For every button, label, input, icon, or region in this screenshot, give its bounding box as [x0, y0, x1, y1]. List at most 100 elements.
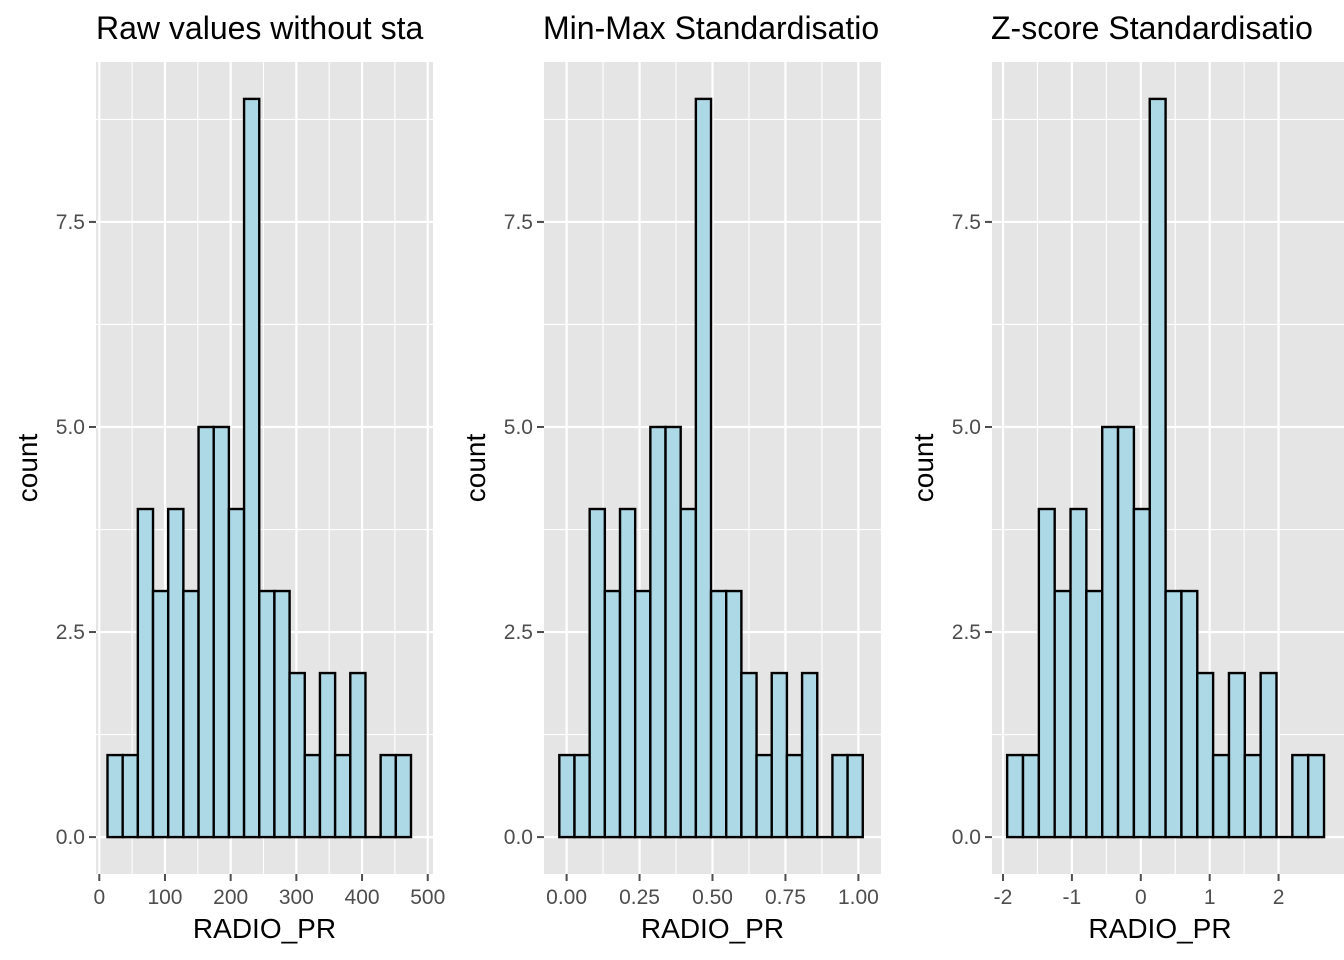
- histogram-bar: [800, 671, 819, 839]
- histogram-bar: [106, 753, 124, 839]
- histogram-bar: [1132, 507, 1151, 839]
- y-axis-title: count: [908, 434, 939, 503]
- histogram-panel-2: 0.0 2.5 5.0 7.5 0.00 0.25 0.50 0.75 1.00 Min-Max …: [460, 10, 881, 944]
- histogram-bar: [182, 589, 200, 839]
- y-tick-label: 0.0: [504, 826, 533, 849]
- histogram-bar: [227, 507, 246, 839]
- panel-inner: [96, 62, 433, 874]
- histogram-bar: [303, 753, 322, 839]
- x-tick-label: 0.25: [619, 886, 660, 909]
- x-tick-label: 500: [410, 886, 445, 909]
- histogram-bar: [1101, 425, 1120, 839]
- x-tick-label: 300: [279, 886, 314, 909]
- y-tick-label: 2.5: [504, 621, 533, 644]
- histogram-bar: [588, 507, 607, 839]
- histogram-bar: [755, 753, 773, 839]
- x-tick-label: 0.75: [765, 886, 806, 909]
- histogram-bar: [1211, 753, 1231, 839]
- histogram-bar: [1053, 589, 1072, 839]
- histogram-bar: [785, 753, 804, 839]
- y-tick-label: 5.0: [504, 416, 533, 439]
- histogram-bar: [151, 589, 170, 839]
- histogram-bar: [1291, 753, 1310, 839]
- x-axis-title: RADIO_PR: [641, 913, 784, 944]
- histogram-bar: [1069, 507, 1088, 839]
- x-axis-title: RADIO_PR: [1088, 913, 1231, 944]
- histogram-bar: [740, 671, 758, 839]
- histogram-bar: [1180, 589, 1199, 839]
- x-tick-label: 0: [1135, 886, 1147, 909]
- x-axis-title: RADIO_PR: [193, 913, 336, 944]
- histogram-bar: [318, 671, 337, 839]
- histogram-bar: [679, 507, 698, 839]
- histogram-bar: [603, 589, 622, 839]
- histogram-bar: [136, 507, 155, 839]
- y-tick-label: 2.5: [952, 621, 981, 644]
- histogram-bar: [1243, 753, 1262, 839]
- histogram-bar: [1164, 589, 1183, 839]
- histogram-bar: [725, 589, 743, 839]
- histogram-bar: [846, 753, 864, 839]
- histogram-bar: [1021, 753, 1041, 839]
- x-tick-label: 200: [213, 886, 248, 909]
- x-tick-label: 400: [345, 886, 380, 909]
- histogram-bar: [394, 753, 413, 839]
- histogram-bar: [618, 507, 637, 839]
- histogram-bar: [633, 589, 652, 839]
- histogram-bar: [273, 589, 291, 839]
- histogram-bar: [649, 425, 667, 839]
- histogram-bar: [242, 97, 261, 839]
- y-tick-label: 5.0: [952, 416, 981, 439]
- panel-title: Z-score Standardisatio: [991, 10, 1313, 46]
- y-axis-title: count: [460, 434, 491, 503]
- histogram-panel-1: 0.0 2.5 5.0 7.5 0 100 200 300 400 500 Raw values w…: [12, 10, 445, 944]
- histogram-bar: [770, 671, 789, 839]
- histogram-bar: [379, 753, 398, 839]
- histogram-bar: [1005, 753, 1025, 839]
- histogram-bar: [1148, 97, 1167, 839]
- y-tick-label: 7.5: [56, 211, 85, 234]
- x-tick-label: 0: [93, 886, 105, 909]
- x-tick-label: 1: [1204, 886, 1216, 909]
- histogram-bar: [333, 753, 352, 839]
- histogram-bar: [664, 425, 682, 839]
- histogram-bar: [121, 753, 140, 839]
- x-tick-label: 0.00: [546, 886, 587, 909]
- histogram-bar: [258, 589, 276, 839]
- histogram-bar: [1116, 425, 1136, 839]
- histogram-bar: [558, 753, 576, 839]
- x-tick-label: 100: [147, 886, 182, 909]
- x-tick-label: -2: [994, 886, 1013, 909]
- panel-title: Raw values without sta: [96, 10, 423, 46]
- histogram-bar: [694, 97, 713, 839]
- histogram-bar: [288, 671, 306, 839]
- x-tick-label: -1: [1063, 886, 1082, 909]
- y-tick-label: 2.5: [56, 621, 85, 644]
- histogram-bar: [1259, 671, 1278, 839]
- panel-inner: [544, 62, 881, 874]
- y-tick-label: 0.0: [952, 826, 981, 849]
- histogram-bar: [166, 507, 185, 839]
- histogram-bar: [197, 425, 215, 839]
- histogram-bar: [573, 753, 591, 839]
- histogram-bar: [349, 671, 367, 839]
- histogram-bar: [1227, 671, 1247, 839]
- histogram-bar: [212, 425, 231, 839]
- panel-inner: [992, 62, 1344, 874]
- y-tick-label: 7.5: [952, 211, 981, 234]
- histogram-bar: [1196, 671, 1215, 839]
- histogram-bar: [1037, 507, 1056, 839]
- x-tick-label: 2: [1273, 886, 1285, 909]
- histogram-bar: [1306, 753, 1326, 839]
- x-tick-label: 0.50: [692, 886, 733, 909]
- histogram-panel-3: 0.0 2.5 5.0 7.5 -2 -1 0 1 2 Z-score Standardisati…: [908, 10, 1344, 944]
- histogram-bar: [1085, 589, 1104, 839]
- y-tick-label: 0.0: [56, 826, 85, 849]
- y-tick-label: 7.5: [504, 211, 533, 234]
- y-axis-title: count: [12, 434, 43, 503]
- x-tick-label: 1.00: [838, 886, 879, 909]
- histogram-bar: [709, 589, 728, 839]
- histogram-bar: [831, 753, 849, 839]
- panel-title: Min-Max Standardisatio: [543, 10, 879, 46]
